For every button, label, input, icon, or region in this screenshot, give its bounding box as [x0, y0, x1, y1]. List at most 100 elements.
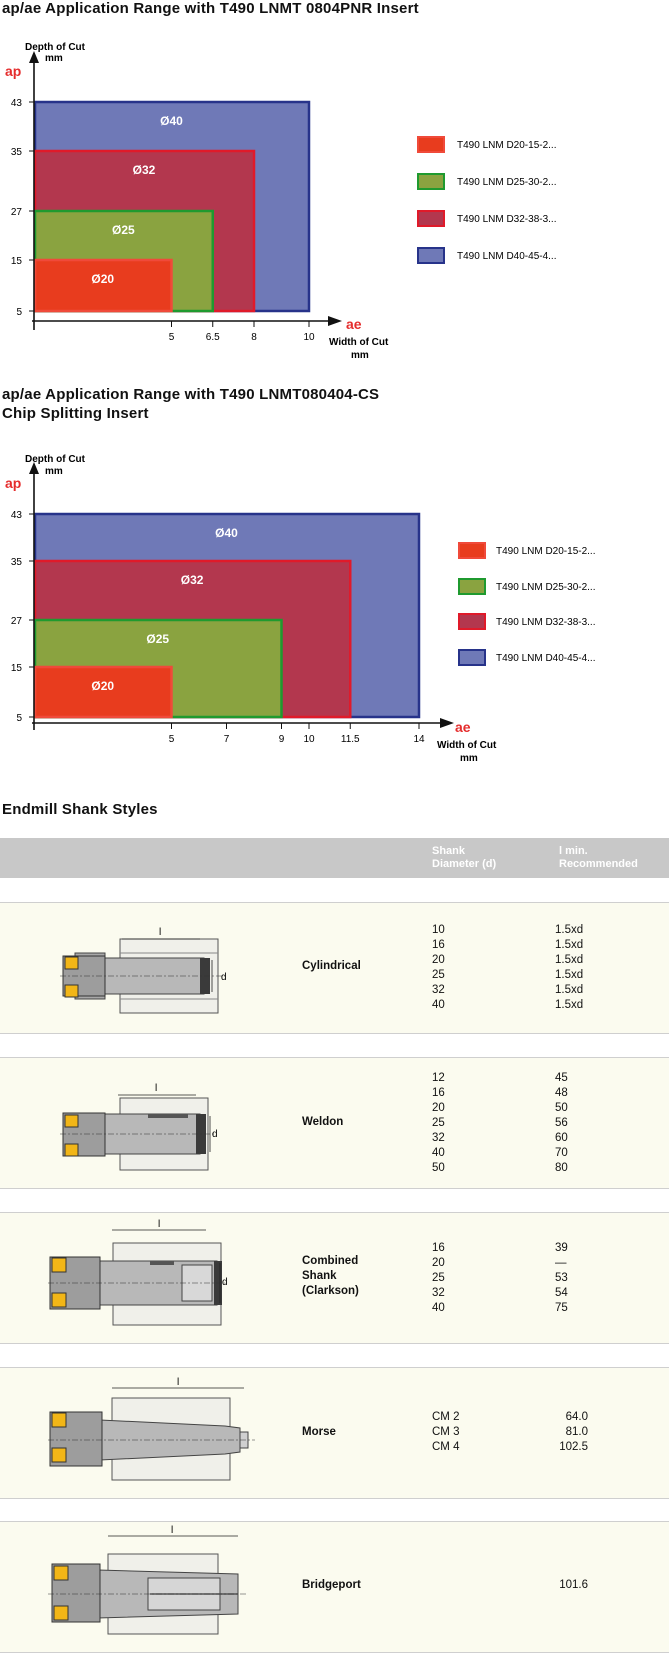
col-lmin-line1: l min.	[559, 845, 588, 857]
legend-swatch-d40	[458, 649, 486, 666]
x-axis-arrow	[440, 718, 454, 728]
lmin-value: 1.5xd	[555, 984, 584, 996]
y-label-line1: Depth of Cut	[25, 454, 86, 465]
legend-label-d32: T490 LNM D32-38-3...	[496, 617, 596, 628]
diameter-value: 32	[432, 984, 445, 996]
x-axis-symbol: ae	[346, 316, 362, 332]
lmin-value: 39	[555, 1242, 568, 1254]
lmin-value: 1.5xd	[555, 954, 584, 966]
y-tick-label: 15	[11, 256, 23, 267]
diameter-value: 25	[432, 1117, 445, 1129]
diameter-value: 32	[432, 1287, 445, 1299]
dim-d-label: d	[222, 1277, 228, 1288]
y-axis-symbol: ap	[5, 475, 21, 491]
chart2-title-line2: Chip Splitting Insert	[2, 405, 149, 422]
x-tick-label: 10	[303, 332, 315, 343]
x-label-line1: Width of Cut	[437, 740, 497, 751]
dim-l-label: l	[177, 1377, 179, 1388]
shank-row-cylindrical: l d Cylindrical 10 16 20 25 32 40 1.5xd …	[0, 902, 669, 1034]
diameter-value: 20	[432, 1257, 445, 1269]
clarkson-shank-drawing: l d	[48, 1219, 228, 1326]
x-axis-arrow	[328, 316, 342, 326]
y-tick-label: 5	[16, 713, 22, 724]
name-line: Combined	[302, 1255, 359, 1267]
y-label-line2: mm	[45, 53, 63, 64]
y-axis-arrow	[29, 462, 39, 474]
x-tick-label: 14	[413, 734, 425, 745]
col-lmin-line2: Recommended	[559, 858, 638, 870]
x-tick-label: 8	[251, 332, 257, 343]
lmin-value: 81.0	[565, 1426, 588, 1438]
shank-row-weldon: l d Weldon 12 16 20 25 32 40 50 45 48 50…	[0, 1057, 669, 1189]
col-shank-diameter-line1: Shank	[432, 845, 466, 857]
cylindrical-shank-drawing: l d	[60, 927, 227, 1014]
lmin-value: 1.5xd	[555, 969, 584, 981]
lmin-value: 50	[555, 1102, 568, 1114]
diameter-value: CM 3	[432, 1426, 460, 1438]
diameter-value: 16	[432, 1242, 445, 1254]
name-line: Cylindrical	[302, 960, 361, 972]
legend-swatch-d20	[417, 136, 445, 153]
lmin-value: 1.5xd	[555, 924, 584, 936]
name-line: (Clarkson)	[302, 1285, 359, 1297]
diameter-list: 10 16 20 25 32 40	[432, 923, 445, 1013]
legend-label-d25: T490 LNM D25-30-2...	[496, 582, 596, 593]
x-tick-label: 10	[303, 734, 315, 745]
x-label-line2: mm	[460, 753, 478, 764]
range-label-d32: Ø32	[181, 573, 204, 587]
range-label-d32: Ø32	[133, 163, 156, 177]
diameter-value: 16	[432, 939, 445, 951]
plot-area: Ø40 Ø32 Ø25 Ø20	[33, 512, 421, 719]
lmin-value: 60	[555, 1132, 568, 1144]
shank-row-morse: l Morse CM 2 CM 3 CM 4 64.0 81.0 102.5	[0, 1367, 669, 1499]
lmin-list: 101.6	[556, 1578, 588, 1593]
y-tick-label: 35	[11, 147, 23, 158]
y-axis-symbol: ap	[5, 63, 21, 79]
name-line: Shank	[302, 1270, 337, 1282]
range-rect-d20	[33, 258, 173, 313]
y-tick-label: 15	[11, 663, 23, 674]
legend-swatch-d32	[458, 613, 486, 630]
dim-l-label: l	[158, 1219, 160, 1230]
plot-area: Ø40 Ø32 Ø25 Ø20	[33, 100, 311, 313]
diameter-value: 40	[432, 1302, 445, 1314]
range-rect-d20	[33, 665, 173, 719]
shank-table-header: Shank Diameter (d) l min. Recommended	[0, 838, 669, 878]
legend-label-d40: T490 LNM D40-45-4...	[496, 653, 596, 664]
x-tick-label: 6.5	[206, 332, 220, 343]
diameter-value: 25	[432, 969, 445, 981]
dim-l-label: l	[155, 1083, 157, 1094]
x-label-line1: Width of Cut	[329, 337, 389, 348]
lmin-list: 64.0 81.0 102.5	[556, 1410, 588, 1455]
chart2: Depth of Cut mm ap ae Width of Cut mm T4…	[5, 454, 596, 764]
diameter-value: 50	[432, 1162, 445, 1174]
range-label-d40: Ø40	[215, 526, 238, 540]
shank-style-name: Cylindrical	[302, 959, 361, 974]
shank-row-clarkson: l d Combined Shank (Clarkson) 16 20 25 3…	[0, 1212, 669, 1344]
lmin-value: 45	[555, 1072, 568, 1084]
lmin-value: 64.0	[565, 1411, 588, 1423]
x-tick-label: 7	[224, 734, 230, 745]
y-axis-arrow	[29, 51, 39, 63]
x-tick-label: 5	[169, 734, 175, 745]
shank-style-name: Combined Shank (Clarkson)	[302, 1254, 359, 1299]
diameter-value: 40	[432, 999, 445, 1011]
legend-swatch-d25	[458, 578, 486, 595]
range-label-d20: Ø20	[91, 272, 114, 286]
legend-swatch-d40	[417, 247, 445, 264]
y-tick-label: 27	[11, 616, 23, 627]
name-line: Bridgeport	[302, 1579, 361, 1591]
diameter-list: 16 20 25 32 40	[432, 1241, 445, 1316]
range-label-d25: Ø25	[112, 223, 135, 237]
y-label-line1: Depth of Cut	[25, 42, 86, 53]
lmin-value: 56	[555, 1117, 568, 1129]
weldon-shank-drawing: l d	[60, 1083, 218, 1171]
lmin-list: 1.5xd 1.5xd 1.5xd 1.5xd 1.5xd 1.5xd	[555, 923, 583, 1013]
diameter-value: 10	[432, 924, 445, 936]
lmin-value: —	[555, 1257, 567, 1269]
diameter-list: CM 2 CM 3 CM 4	[432, 1410, 459, 1455]
lmin-value: 75	[555, 1302, 568, 1314]
legend-swatch-d32	[417, 210, 445, 227]
dim-d-label: d	[221, 972, 227, 983]
diameter-value: CM 2	[432, 1411, 460, 1423]
